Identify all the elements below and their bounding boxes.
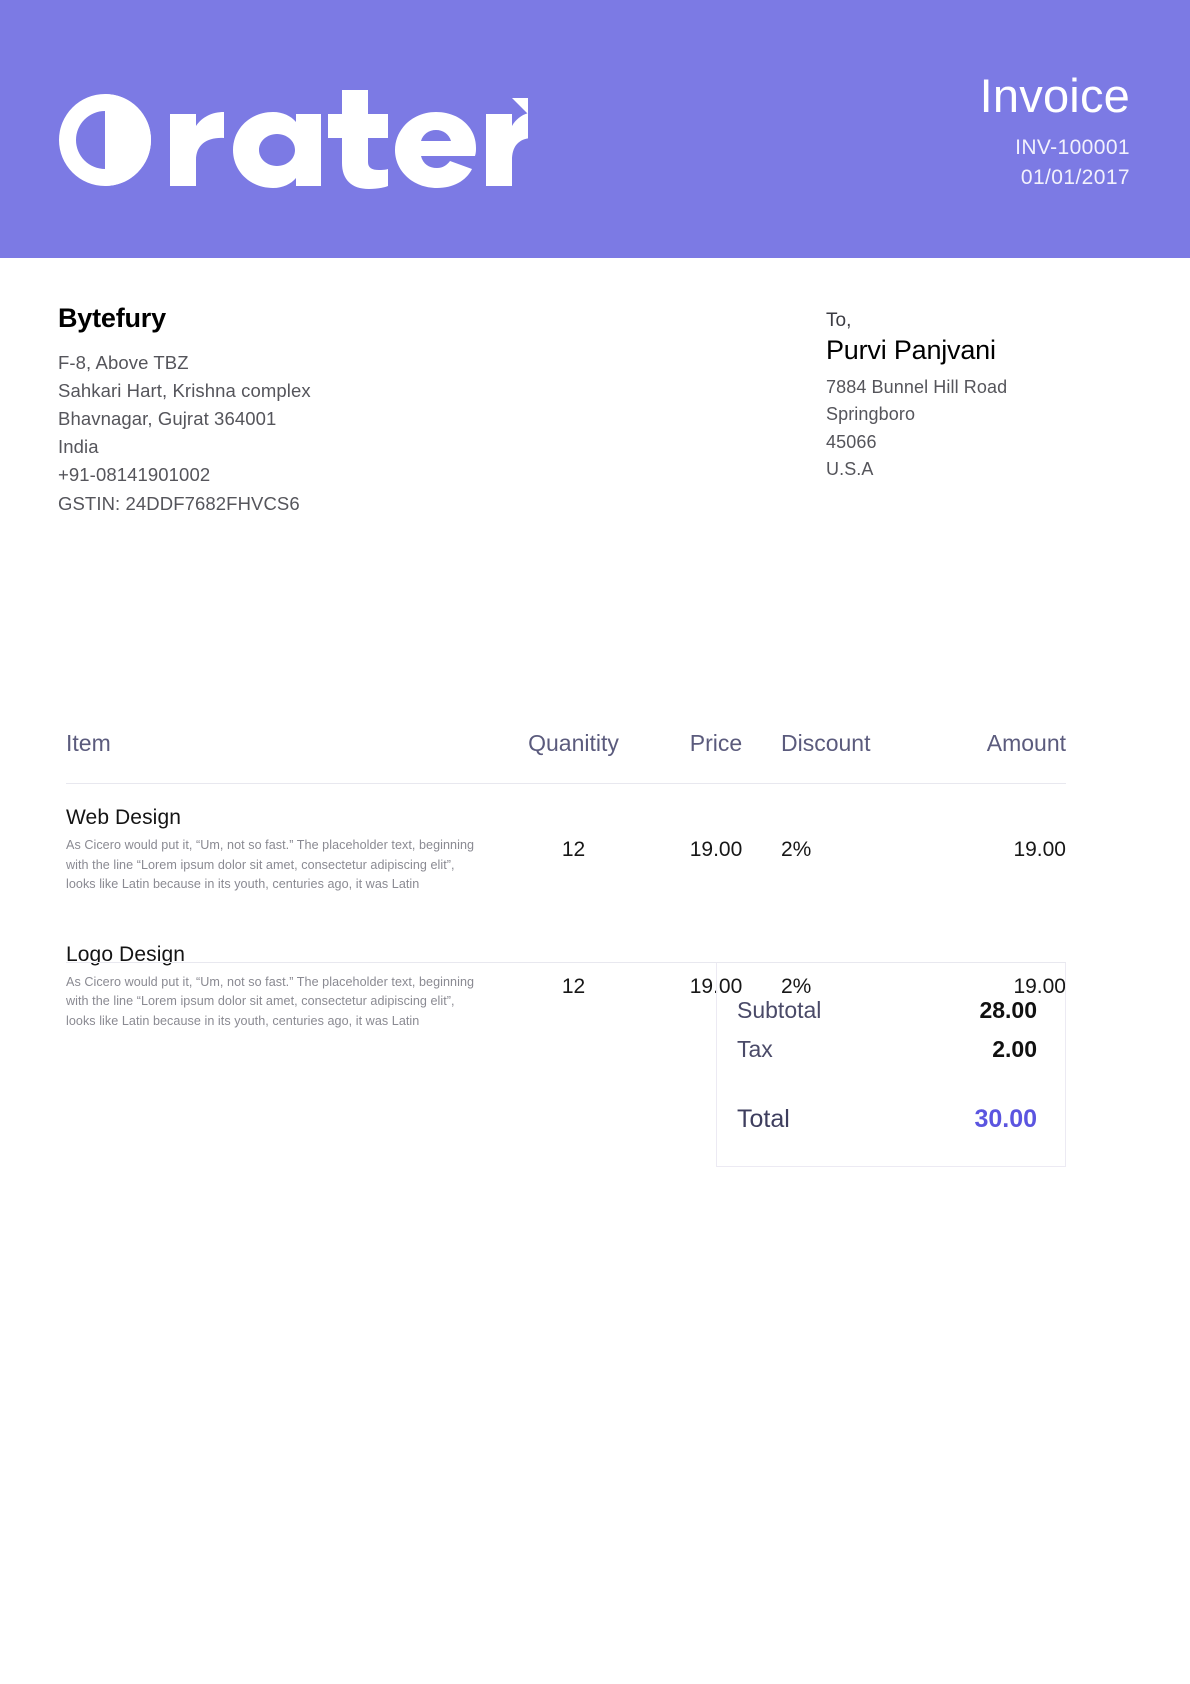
tax-value: 2.00	[992, 1036, 1037, 1062]
table-header-row: Item Quanitity Price Discount Amount	[66, 730, 1066, 784]
sender-address-line: India	[58, 436, 99, 458]
line-item-name: Logo Design	[66, 942, 186, 966]
column-header-price: Price	[651, 730, 781, 784]
total-label: Total	[737, 1105, 790, 1133]
sender-address-line: F-8, Above TBZ	[58, 352, 189, 373]
invoice-header-meta: Invoice INV-100001 01/01/2017	[980, 72, 1130, 194]
recipient-address-line: 45066	[826, 431, 877, 452]
subtotal-row: Subtotal 28.00	[737, 991, 1037, 1030]
recipient-address-block: To, Purvi Panjvani 7884 Bunnel Hill Road…	[826, 310, 1136, 483]
table-row: Logo Design As Cicero would put it, “Um,…	[66, 921, 1066, 1058]
line-item-description: As Cicero would put it, “Um, not so fast…	[66, 838, 475, 892]
recipient-address-line: U.S.A	[826, 459, 874, 480]
sender-company-name: Bytefury	[58, 303, 166, 333]
invoice-number: INV-100001	[1015, 136, 1130, 159]
totals-divider: Subtotal 28.00 Tax 2.00 Total 30.00	[66, 962, 1066, 1167]
column-header-discount: Discount	[781, 730, 931, 784]
invoice-date: 01/01/2017	[1020, 166, 1130, 190]
column-header-item: Item	[66, 730, 496, 784]
sender-phone: +91-08141901002	[58, 464, 211, 486]
line-item-discount: 2%	[781, 838, 812, 862]
recipient-address-line: 7884 Bunnel Hill Road	[826, 377, 1008, 397]
recipient-label: To,	[826, 310, 852, 331]
address-section: Bytefury F-8, Above TBZ Sahkari Hart, Kr…	[0, 258, 1190, 648]
total-row: Total 30.00	[737, 1099, 1037, 1140]
line-item-name: Web Design	[66, 806, 182, 829]
totals-panel: Subtotal 28.00 Tax 2.00 Total 30.00	[716, 963, 1066, 1167]
tax-label: Tax	[737, 1036, 773, 1062]
line-item-cell: Web Design As Cicero would put it, “Um, …	[66, 784, 496, 921]
sender-address-block: Bytefury F-8, Above TBZ Sahkari Hart, Kr…	[58, 303, 578, 518]
recipient-name: Purvi Panjvani	[826, 335, 996, 365]
line-item-cell: Logo Design As Cicero would put it, “Um,…	[66, 921, 496, 1058]
column-header-quantity: Quanitity	[496, 730, 651, 784]
line-item-description: As Cicero would put it, “Um, not so fast…	[66, 974, 475, 1028]
invoice-header-band: Invoice INV-100001 01/01/2017	[0, 0, 1190, 258]
sender-gstin: GSTIN: 24DDF7682FHVCS6	[58, 492, 300, 514]
line-item-amount: 19.00	[1013, 838, 1066, 862]
line-items-table: Item Quanitity Price Discount Amount Web…	[66, 730, 1066, 1057]
line-item-amount: 19.00	[1013, 974, 1066, 998]
line-item-discount: 2%	[781, 974, 812, 998]
sender-address-line: Bhavnagar, Gujrat 364001	[58, 408, 277, 430]
subtotal-label: Subtotal	[737, 997, 822, 1023]
line-item-quantity: 12	[561, 974, 586, 998]
line-item-quantity: 12	[561, 838, 586, 862]
crater-logo	[58, 84, 528, 196]
tax-row: Tax 2.00	[737, 1030, 1037, 1069]
subtotal-value: 28.00	[979, 997, 1037, 1023]
table-row: Web Design As Cicero would put it, “Um, …	[66, 784, 1066, 921]
invoice-title: Invoice	[979, 69, 1130, 122]
line-item-price: 19.00	[689, 838, 743, 862]
column-header-amount: Amount	[931, 730, 1066, 784]
sender-address-line: Sahkari Hart, Krishna complex	[58, 380, 311, 402]
recipient-address-line: Springboro	[826, 404, 916, 425]
invoice-meta-lines: INV-100001 01/01/2017	[980, 133, 1130, 194]
total-value: 30.00	[974, 1105, 1037, 1133]
